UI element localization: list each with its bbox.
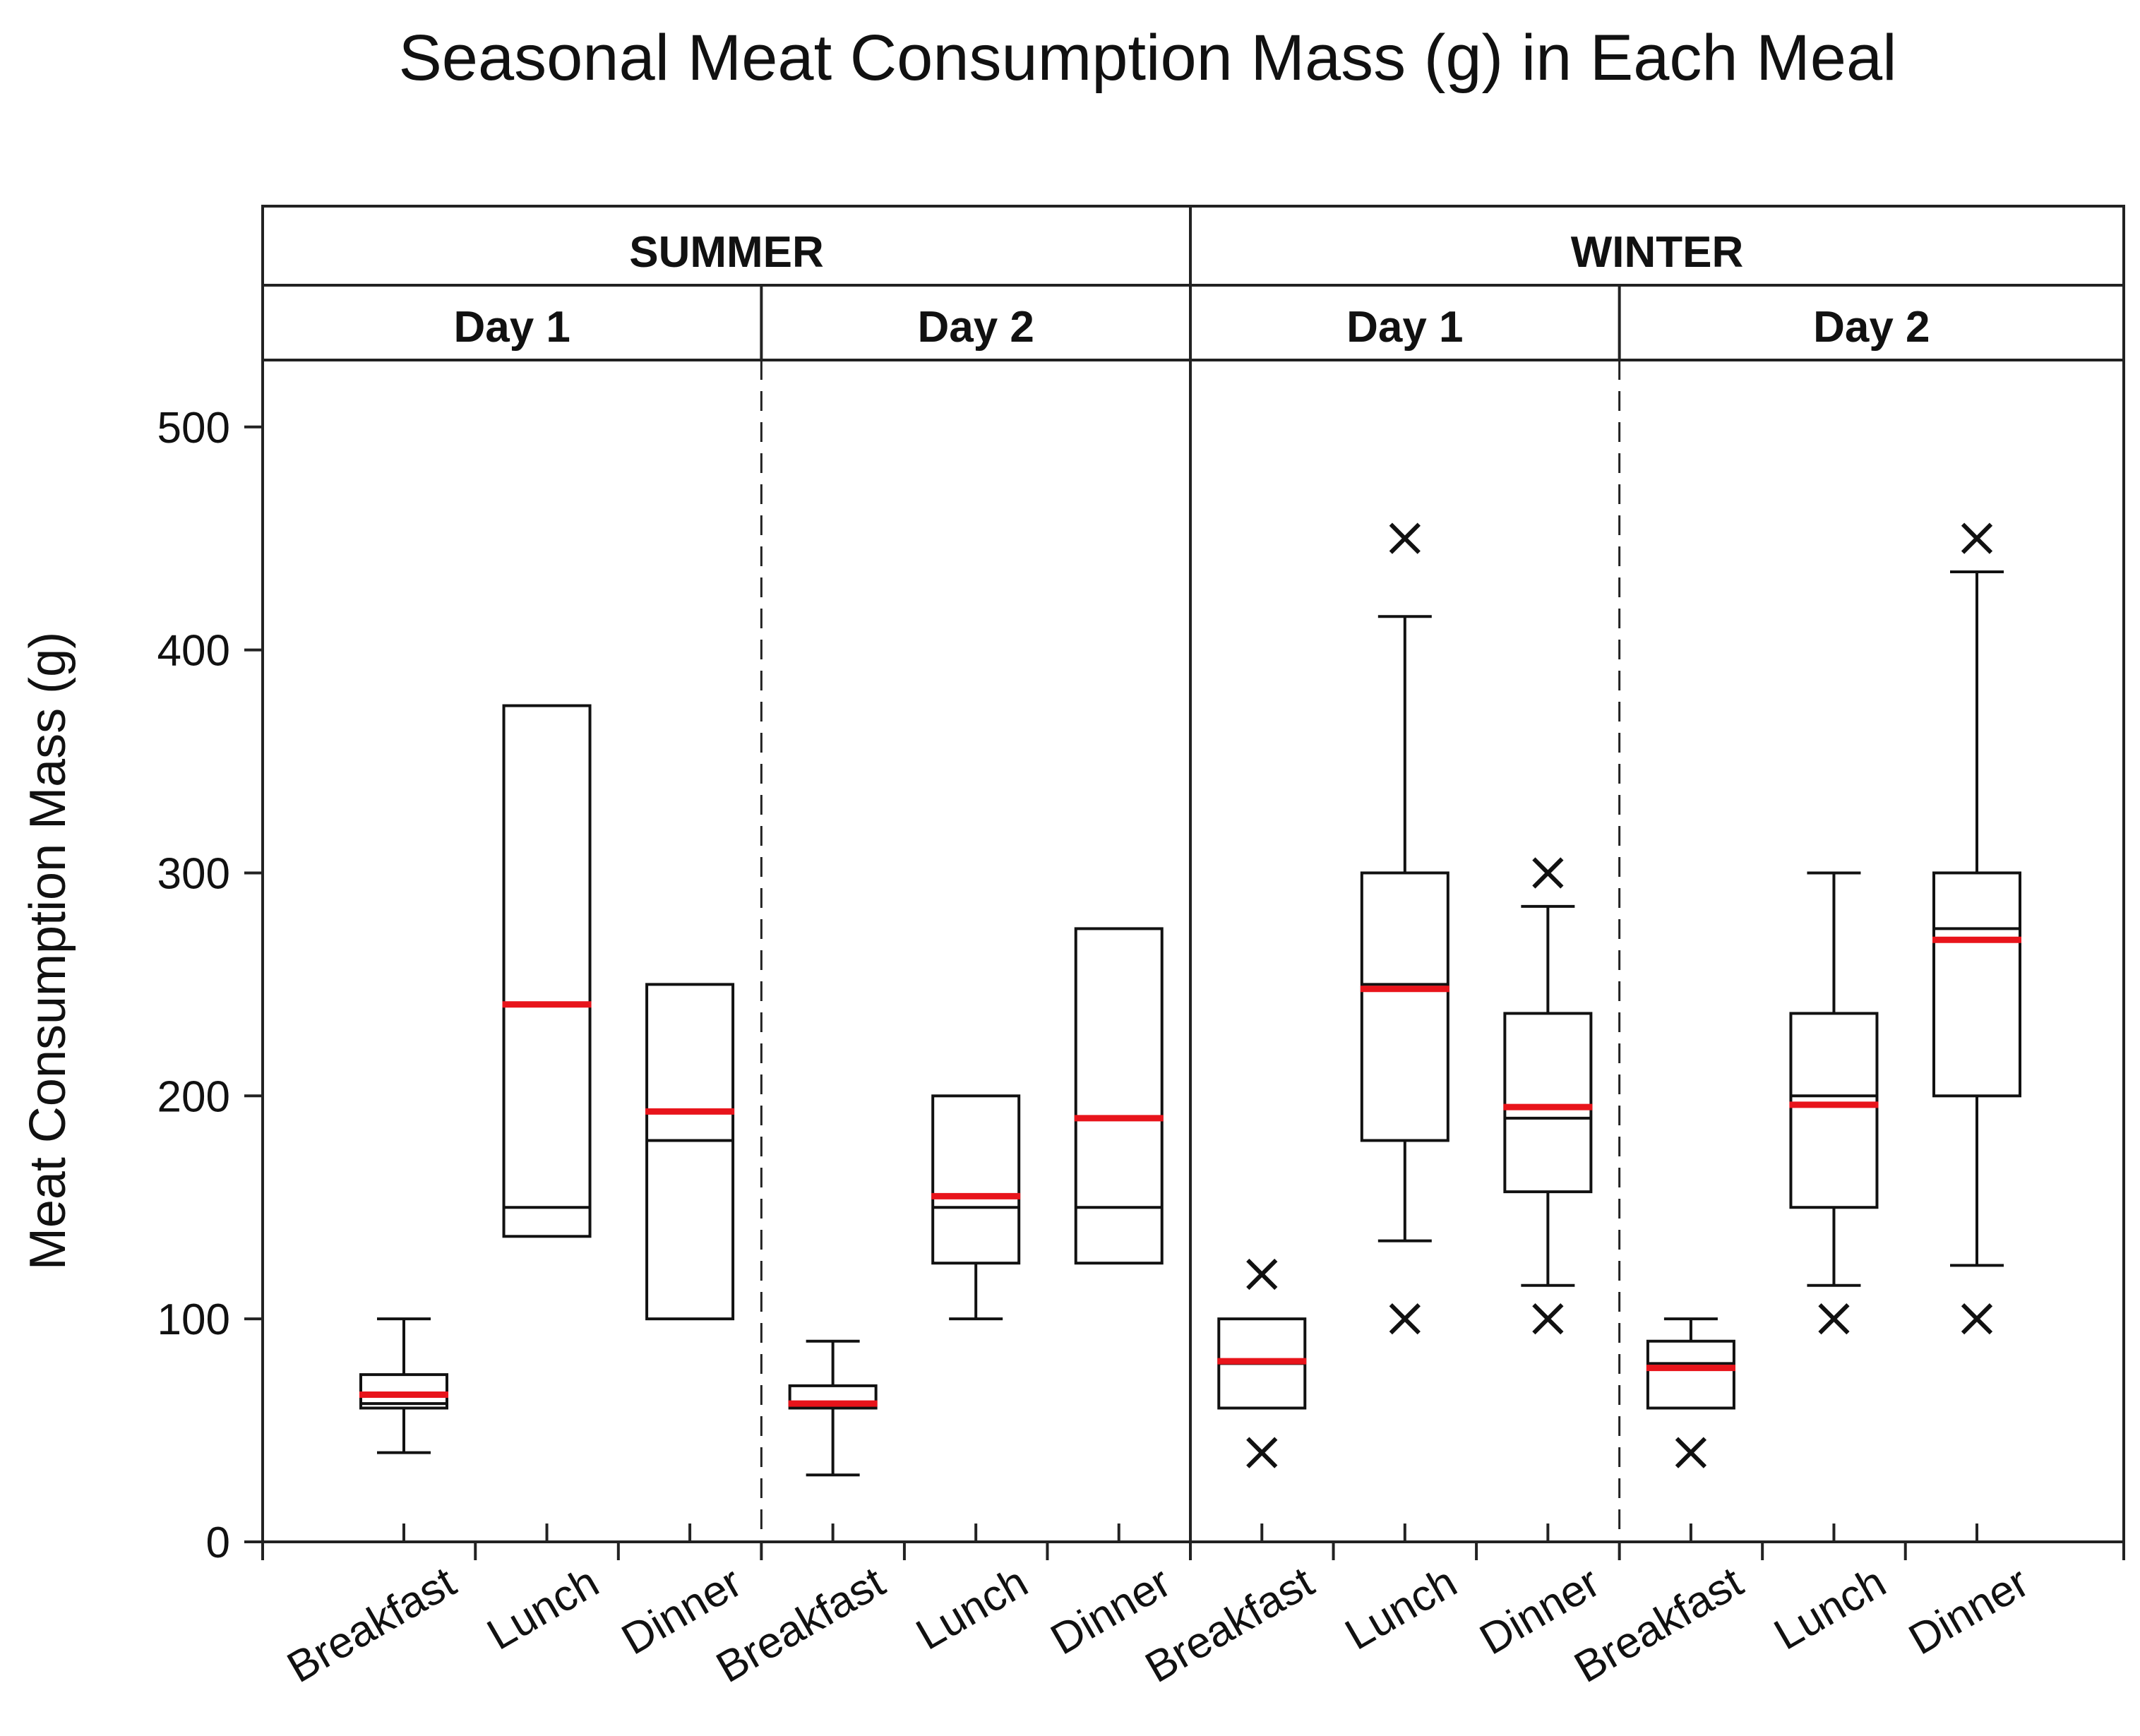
outlier-marker-lunch: [1389, 1303, 1421, 1335]
y-tick-label: 400: [157, 627, 230, 676]
box-dinner: [1503, 1012, 1593, 1194]
y-tick-label: 200: [157, 1072, 230, 1121]
chart-title: Seasonal Meat Consumption Mass (g) in Ea…: [398, 22, 1897, 94]
x-label-lunch: Lunch: [1767, 1557, 1894, 1659]
box-dinner: [1074, 927, 1164, 1265]
y-tick-label: 300: [157, 849, 230, 898]
day-label: Day 2: [917, 303, 1034, 352]
x-label-dinner: Dinner: [1901, 1557, 2037, 1664]
outlier-marker-breakfast: [1246, 1437, 1278, 1468]
season-label: SUMMER: [629, 228, 824, 277]
box-dinner: [645, 983, 735, 1321]
box-lunch: [931, 1094, 1021, 1265]
outlier-marker-dinner: [1532, 1303, 1564, 1335]
box-dinner: [1932, 871, 2021, 1098]
y-tick-label: 100: [157, 1295, 230, 1344]
x-label-lunch: Lunch: [908, 1557, 1036, 1659]
outlier-marker-lunch: [1818, 1303, 1850, 1335]
day-label: Day 1: [1346, 303, 1463, 352]
box-lunch: [1789, 1012, 1879, 1209]
x-label-lunch: Lunch: [1337, 1557, 1465, 1659]
outlier-marker-dinner: [1961, 1303, 1993, 1335]
box-lunch: [1360, 871, 1449, 1142]
season-label: WINTER: [1571, 228, 1744, 277]
day-label: Day 1: [453, 303, 570, 352]
outlier-marker-dinner: [1961, 522, 1993, 554]
x-label-lunch: Lunch: [479, 1557, 607, 1659]
outlier-marker-lunch: [1389, 522, 1421, 554]
day-label: Day 2: [1813, 303, 1930, 352]
outlier-marker-breakfast: [1675, 1437, 1707, 1468]
box-lunch: [502, 704, 592, 1238]
box-breakfast: [1646, 1339, 1735, 1410]
y-tick-label: 500: [157, 404, 230, 453]
x-label-breakfast: Breakfast: [280, 1557, 464, 1692]
outlier-marker-breakfast: [1246, 1258, 1278, 1291]
outlier-marker-dinner: [1532, 857, 1564, 889]
y-axis-title: Meat Consumption Mass (g): [20, 632, 76, 1270]
y-tick-label: 0: [206, 1519, 230, 1567]
